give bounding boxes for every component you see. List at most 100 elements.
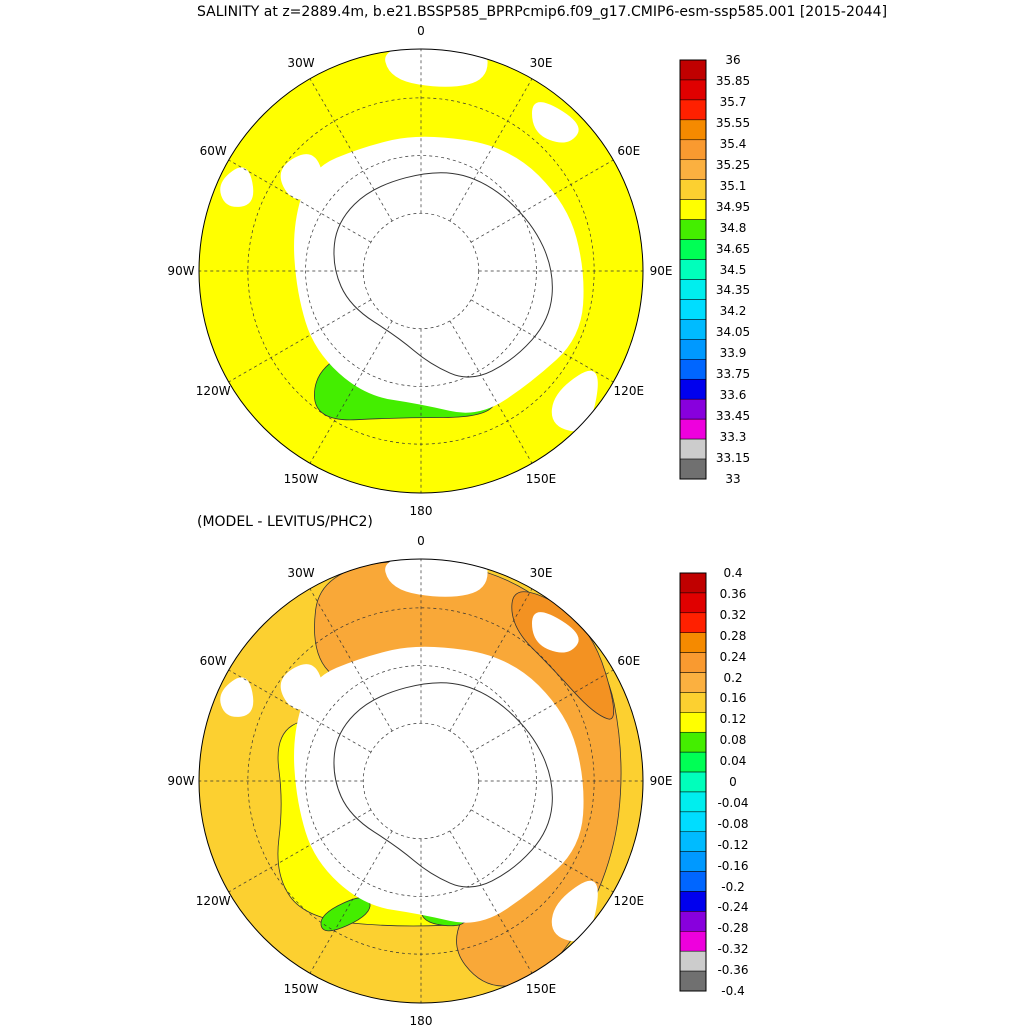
bottom-lon-label-11: 30W [287,566,315,581]
bottom-colorbar-swatch-9 [679,751,707,773]
bottom-colorbar-label-14: -0.16 [717,858,749,873]
bottom-colorbar-label-15: -0.2 [721,879,745,894]
top-lon-label-11: 30W [287,56,315,71]
bottom-colorbar-swatch-10 [679,771,707,793]
bottom-colorbar-swatch-6 [679,692,707,713]
top-colorbar-swatch-5 [679,159,707,180]
top-lon-label-1: 30E [529,56,553,71]
top-colorbar-swatch-20 [679,458,707,480]
bottom-colorbar-label-18: -0.32 [717,942,749,957]
top-colorbar-swatch-12 [679,299,707,320]
top-missing-patch-1 [532,102,579,143]
top-colorbar-label-15: 33.75 [715,367,751,382]
top-colorbar-label-9: 34.65 [715,241,751,256]
bottom-colorbar-label-5: 0.2 [723,670,743,685]
top-colorbar-swatch-7 [679,199,707,220]
top-colorbar-swatch-16 [679,378,707,400]
top-missing-patch-4 [551,370,598,432]
bottom-colorbar-swatch-17 [679,911,707,932]
bottom-colorbar-swatch-4 [679,652,707,673]
top-lon-label-3: 90E [649,264,673,278]
top-colorbar-swatch-15 [679,359,707,380]
bottom-lon-label-1: 30E [529,566,553,581]
top-colorbar-label-20: 33 [725,472,741,486]
bottom-colorbar-label-10: 0 [729,775,737,789]
top-colorbar-label-13: 34.05 [715,325,751,340]
top-lat-circle-1 [305,155,537,387]
top-colorbar-label-14: 33.9 [719,346,747,361]
bottom-missing-patch-4 [551,880,598,942]
top-colorbar-label-10: 34.5 [719,262,747,277]
top-colorbar-label-7: 34.95 [715,199,751,214]
top-colorbar-label-0: 36 [725,53,741,67]
bottom-lon-label-9: 90W [167,774,195,788]
top-missing-patch-3 [220,167,254,207]
bottom-colorbar-swatch-0 [679,572,707,594]
bottom-colorbar-label-3: 0.28 [719,628,747,643]
bottom-colorbar-label-2: 0.32 [719,607,747,622]
top-colorbar-border [679,59,707,480]
top-polar-map [198,48,644,494]
top-colorbar-label-12: 34.2 [719,304,747,319]
top-colorbar [679,59,707,480]
top-lon-label-5: 150E [525,471,557,486]
bottom-colorbar-label-0: 0.4 [723,566,743,580]
top-lon-label-7: 150W [283,471,319,486]
bottom-missing-region [294,646,584,923]
bottom-colorbar-swatch-7 [679,712,707,733]
bottom-lon-label-2: 60E [617,654,641,668]
bottom-colorbar-label-20: -0.4 [721,984,745,998]
bottom-lon-label-0: 0 [417,534,425,548]
top-lon-label-4: 120E [613,384,645,398]
top-lon-label-2: 60E [617,144,641,158]
bottom-lon-label-3: 90E [649,774,673,788]
top-colorbar-label-17: 33.45 [715,409,751,424]
top-lon-label-6: 180 [409,504,433,518]
bottom-colorbar-swatch-5 [679,672,707,693]
top-missing-patch-0 [385,49,488,87]
bottom-missing-patch-2 [280,664,323,710]
top-colorbar-swatch-0 [679,59,707,81]
map-title-top: SALINITY at z=2889.4m, b.e21.BSSP585_BPR… [197,4,888,20]
top-colorbar-swatch-2 [679,99,707,121]
bottom-lat-circle-1 [305,665,537,897]
top-colorbar-swatch-8 [679,219,707,240]
bottom-colorbar-swatch-20 [679,970,707,992]
top-colorbar-swatch-18 [679,418,707,440]
bottom-colorbar-label-7: 0.12 [719,712,747,727]
bottom-missing-patch-0 [385,559,488,597]
bottom-lon-label-7: 150W [283,981,319,996]
bottom-colorbar-swatch-2 [679,612,707,633]
bottom-colorbar-label-16: -0.24 [717,900,749,915]
bottom-colorbar [679,572,707,992]
bottom-colorbar-label-11: -0.04 [717,795,749,810]
top-colorbar-label-3: 35.55 [715,115,751,130]
bottom-colorbar-swatch-19 [679,950,707,972]
bottom-coastline [333,682,553,888]
top-colorbar-swatch-4 [679,139,707,161]
top-colorbar-label-2: 35.7 [719,94,747,109]
bottom-map-border [198,558,644,1004]
bottom-colorbar-label-13: -0.12 [717,837,749,852]
bottom-missing-patch-1 [532,612,579,653]
bottom-colorbar-label-12: -0.08 [717,816,749,831]
top-colorbar-swatch-6 [679,179,707,200]
top-colorbar-label-5: 35.25 [715,157,751,172]
top-missing-patch-2 [280,154,323,200]
top-colorbar-swatch-17 [679,398,707,420]
bottom-colorbar-label-4: 0.24 [719,649,747,664]
bottom-colorbar-swatch-12 [679,811,707,833]
bottom-colorbar-swatch-3 [679,632,707,653]
top-colorbar-label-4: 35.4 [719,136,747,151]
bottom-colorbar-border [679,572,707,992]
bottom-colorbar-swatch-15 [679,871,707,892]
top-colorbar-swatch-10 [679,259,707,280]
top-lon-label-9: 90W [167,264,195,278]
bottom-colorbar-swatch-8 [679,731,707,753]
top-colorbar-swatch-9 [679,239,707,260]
bottom-colorbar-label-17: -0.28 [717,921,749,936]
top-colorbar-swatch-13 [679,319,707,340]
top-colorbar-swatch-1 [679,79,707,101]
bottom-colorbar-swatch-16 [679,891,707,912]
